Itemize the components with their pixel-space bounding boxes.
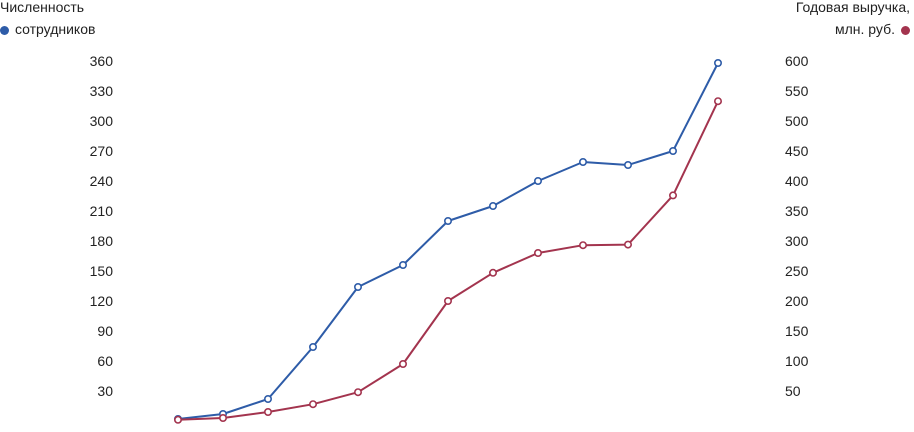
y-left-tick-label: 240 — [90, 173, 114, 189]
legend-revenue-line2: млн. руб. — [835, 21, 895, 37]
y-left-tick-label: 90 — [97, 323, 113, 339]
revenue-point — [263, 407, 272, 416]
revenue-point — [308, 400, 317, 409]
y-right-tick-label: 300 — [785, 233, 809, 249]
y-right-tick-label: 500 — [785, 113, 809, 129]
employees-point — [353, 282, 362, 291]
y-left-tick-label: 360 — [90, 53, 114, 69]
y-left-tick-label: 330 — [90, 83, 114, 99]
revenue-point — [623, 240, 632, 249]
employees-series-line — [177, 62, 719, 420]
revenue-point — [533, 249, 542, 258]
legend-revenue-dot — [901, 25, 910, 35]
legend-employees-line1: Численность — [0, 0, 85, 15]
revenue-series-line — [177, 100, 719, 421]
revenue-point — [353, 388, 362, 397]
employees-point — [533, 177, 542, 186]
legend-revenue: Годовая выручка, млн. руб. — [796, 0, 910, 40]
y-right-tick-label: 250 — [785, 263, 809, 279]
revenue-point — [713, 97, 722, 106]
revenue-point — [443, 296, 452, 305]
y-left-tick-label: 150 — [90, 263, 114, 279]
employees-point — [398, 260, 407, 269]
revenue-point — [668, 191, 677, 200]
y-right-tick-label: 100 — [785, 353, 809, 369]
y-left-tick-label: 120 — [90, 293, 114, 309]
employees-point — [443, 217, 452, 226]
y-left-tick-label: 210 — [90, 203, 114, 219]
y-right-tick-label: 150 — [785, 323, 809, 339]
employees-point — [488, 202, 497, 211]
y-right-tick-label: 400 — [785, 173, 809, 189]
employees-point — [263, 394, 272, 403]
employees-point — [623, 161, 632, 170]
y-right-tick-label: 600 — [785, 53, 809, 69]
employees-point — [308, 342, 317, 351]
legend-revenue-line1: Годовая выручка, — [795, 0, 910, 15]
legend-employees-dot — [0, 25, 9, 35]
y-left-tick-label: 300 — [90, 113, 114, 129]
y-left-tick-label: 60 — [97, 353, 113, 369]
y-left-tick-label: 180 — [90, 233, 114, 249]
employees-point — [713, 58, 722, 67]
y-right-tick-label: 200 — [785, 293, 809, 309]
revenue-point — [488, 268, 497, 277]
legend-employees: Численность сотрудников — [0, 0, 95, 40]
y-right-tick-label: 450 — [785, 143, 809, 159]
y-left-tick-label: 270 — [90, 143, 114, 159]
revenue-point — [219, 413, 228, 422]
y-right-tick-label: 350 — [785, 203, 809, 219]
y-left-tick-label: 30 — [97, 383, 113, 399]
y-right-tick-label: 50 — [785, 383, 801, 399]
y-right-tick-label: 550 — [785, 83, 809, 99]
revenue-point — [578, 241, 587, 250]
employees-point — [668, 147, 677, 156]
employees-point — [578, 158, 587, 167]
revenue-point — [174, 415, 183, 424]
revenue-point — [398, 359, 407, 368]
legend-employees-line2: сотрудников — [15, 21, 96, 37]
